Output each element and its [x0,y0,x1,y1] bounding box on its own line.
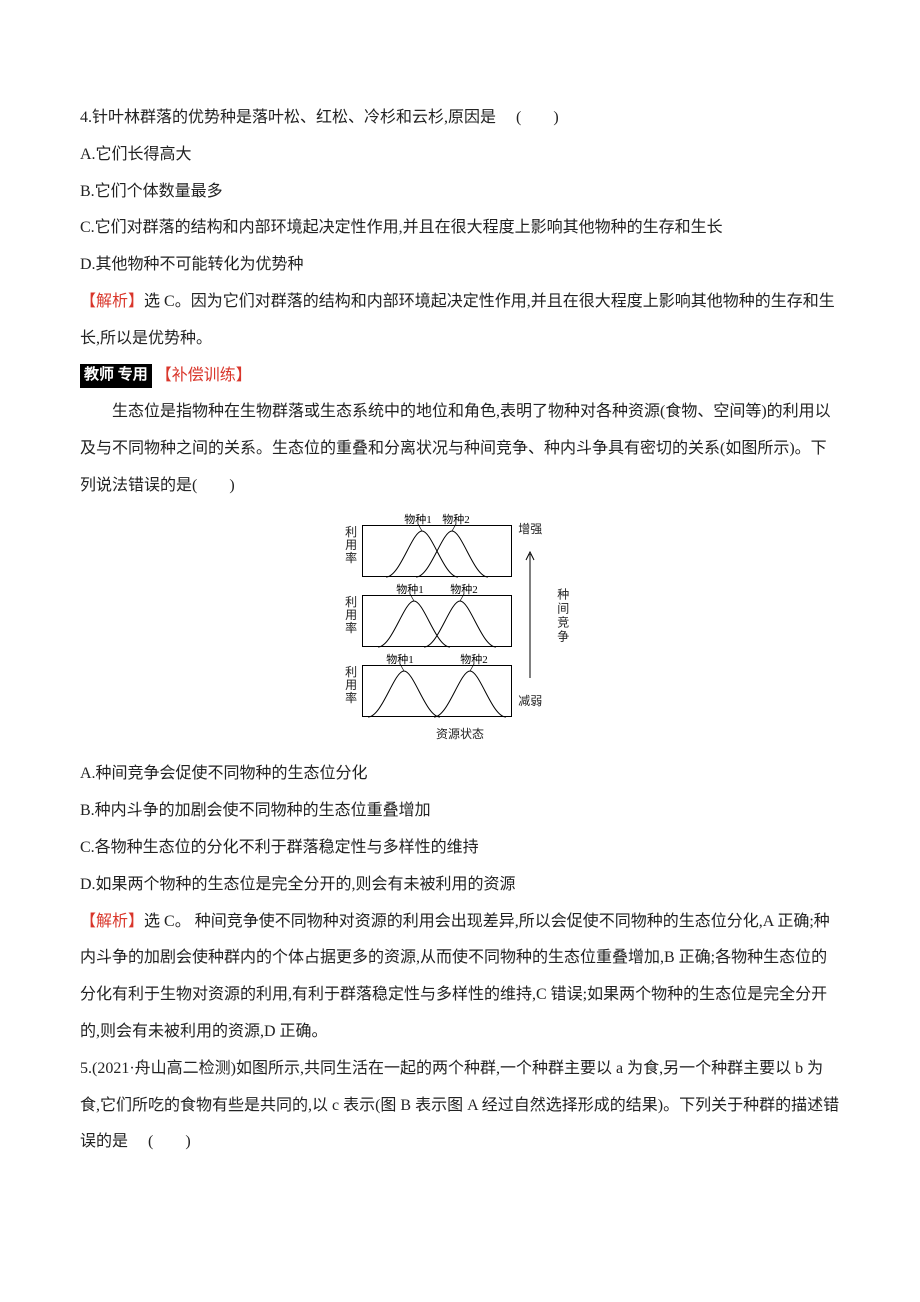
panel-svg: 物种1物种2 [362,653,512,719]
q4-exp-label: 【解析】 [80,293,144,310]
fig-ylabel: 利用率 [344,596,358,636]
supp-label: 【补偿训练】 [156,367,252,384]
arrow-top-tag: 增强 [518,516,542,544]
q5-stem: 5.(2021·舟山高二检测)如图所示,共同生活在一起的两个种群,一个种群主要以… [80,1051,840,1161]
fig-panel: 利用率物种1物种2 [344,653,512,719]
q4-stem: 4.针叶林群落的优势种是落叶松、红松、冷杉和云杉,原因是 ( ) [80,100,840,137]
q4-opt-a: A.它们长得高大 [80,137,840,174]
supp-opt-c: C.各物种生态位的分化不利于群落稳定性与多样性的维持 [80,830,840,867]
supp-opt-d: D.如果两个物种的生态位是完全分开的,则会有未被利用的资源 [80,867,840,904]
side-label: 种间竞争 [548,588,576,644]
q4-exp-text: 选 C。因为它们对群落的结构和内部环境起决定性作用,并且在很大程度上影响其他物种… [80,293,835,347]
q4-explanation: 【解析】选 C。因为它们对群落的结构和内部环境起决定性作用,并且在很大程度上影响… [80,284,840,358]
side-arrow: 增强 减弱 [518,516,542,715]
arrow-bottom-tag: 减弱 [518,688,542,716]
supp-intro: 生态位是指物种在生物群落或生态系统中的地位和角色,表明了物种对各种资源(食物、空… [80,394,840,504]
niche-figure: 利用率物种1物种2利用率物种1物种2利用率物种1物种2 增强 减弱 种间竞争 资… [80,513,840,749]
fig-ylabel: 利用率 [344,526,358,566]
arrow-icon [523,546,537,686]
supp-opt-a: A.种间竞争会促使不同物种的生态位分化 [80,756,840,793]
supp-header: 教师 专用【补偿训练】 [80,358,840,395]
fig-xlabel: 资源状态 [80,721,840,749]
supp-opt-b: B.种内斗争的加剧会使不同物种的生态位重叠增加 [80,793,840,830]
q4-opt-c: C.它们对群落的结构和内部环境起决定性作用,并且在很大程度上影响其他物种的生存和… [80,210,840,247]
supp-exp-text: 选 C。 种间竞争使不同物种对资源的利用会出现差异,所以会促使不同物种的生态位分… [80,913,830,1040]
panel-svg: 物种1物种2 [362,583,512,649]
supp-exp-label: 【解析】 [80,913,144,930]
fig-panel: 利用率物种1物种2 [344,513,512,579]
teacher-badge: 教师 专用 [80,364,152,388]
fig-ylabel: 利用率 [344,666,358,706]
q4-opt-b: B.它们个体数量最多 [80,174,840,211]
supp-explanation: 【解析】选 C。 种间竞争使不同物种对资源的利用会出现差异,所以会促使不同物种的… [80,904,840,1051]
fig-panel: 利用率物种1物种2 [344,583,512,649]
panel-svg: 物种1物种2 [362,513,512,579]
q4-opt-d: D.其他物种不可能转化为优势种 [80,247,840,284]
